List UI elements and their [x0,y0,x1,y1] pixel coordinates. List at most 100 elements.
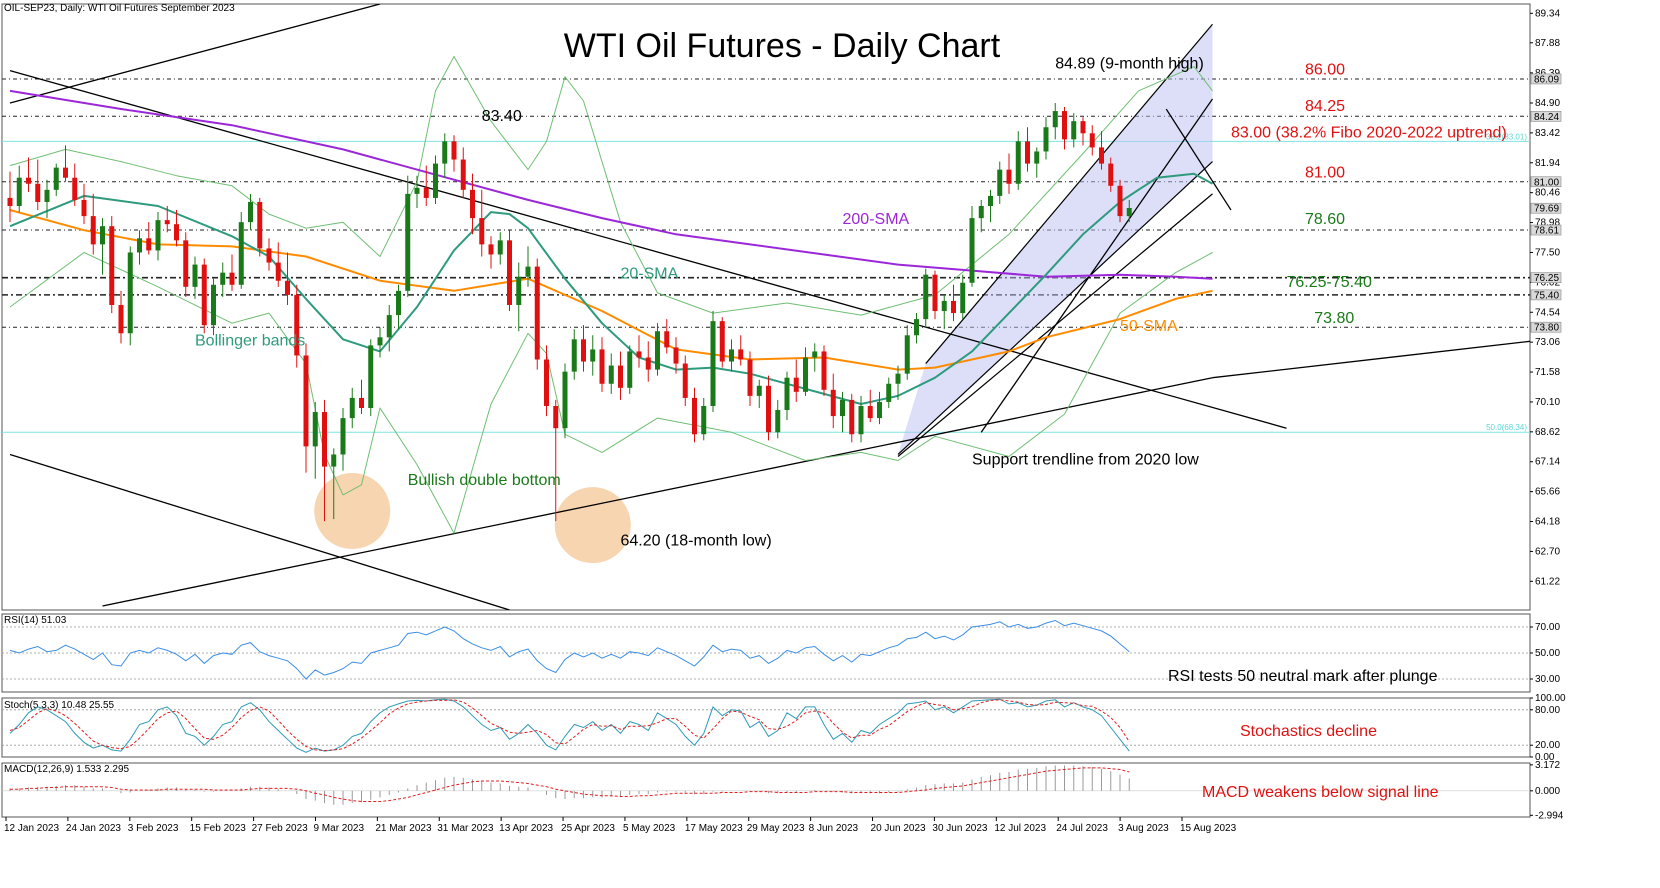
stoch-info: Stoch(5,3,3) 10.48 25.55 [4,700,115,711]
candle-body-41 [386,315,392,338]
candle-body-76 [710,321,716,406]
channel-lower-line [897,161,1213,455]
stoch-tick-label-0: 100.00 [1535,693,1566,704]
fibo-label-0: 38.2(83.01) [1486,132,1527,141]
candle-body-10 [100,226,105,245]
candle-body-109 [1015,141,1021,184]
candle-body-48 [451,141,457,160]
trendline-descending-upper [9,70,1287,429]
candle-body-15 [146,238,152,251]
candle-body-67 [627,351,633,388]
price-tag-box-7 [1530,321,1562,333]
price-tick-label-11: 73.06 [1535,337,1560,348]
channel-upper-line [925,23,1213,364]
candle-body-36 [340,418,346,455]
candle-body-89 [830,389,836,417]
fibo-label-1: 50.0(68.34) [1486,423,1527,432]
candle-body-31 [294,294,300,356]
candle-body-11 [109,226,115,305]
rsi-line [9,619,1130,680]
candle-body-40 [377,337,383,346]
price-tick-label-3: 84.90 [1535,98,1560,109]
rsi-info: RSI(14) 51.03 [4,615,67,626]
trendline-down-mid [980,98,1214,433]
price-tick-label-7: 78.98 [1535,218,1560,229]
price-panel-frame [1,3,1531,611]
price-tick-label-5: 81.94 [1535,158,1560,169]
x-label-10: 5 May 2023 [623,823,676,834]
macd-panel-frame [1,762,1531,818]
x-label-14: 20 Jun 2023 [871,823,926,834]
candle-body-14 [137,238,142,253]
candle-body-4 [44,189,50,202]
candle-body-66 [618,365,623,388]
candle-body-7 [72,177,78,200]
annotation-9: 76.25-75.40 [1287,274,1373,291]
stoch-panel-frame [1,697,1531,758]
x-label-4: 27 Feb 2023 [252,823,309,834]
candle-body-1 [16,177,22,206]
candle-body-26 [248,201,253,223]
price-tag-label-6: 75.40 [1534,290,1559,301]
x-label-18: 3 Aug 2023 [1118,823,1169,834]
candle-body-56 [525,266,531,277]
candle-body-98 [914,319,919,336]
candle-body-52 [488,244,494,255]
price-tick-label-6: 80.46 [1535,188,1560,199]
candle-body-100 [932,274,938,312]
candle-body-61 [571,339,577,372]
candle-body-120 [1117,185,1123,217]
candle-body-80 [747,359,753,396]
candle-body-57 [534,266,540,360]
stoch-main-line [9,698,1130,753]
macd-annotation: MACD weakens below signal line [1202,784,1439,801]
candle-body-99 [923,274,929,320]
x-label-8: 13 Apr 2023 [499,823,553,834]
price-tick-label-15: 67.14 [1535,457,1560,468]
price-tag-label-7: 73.80 [1534,323,1559,334]
stoch-tick-label-3: 0.00 [1535,752,1555,763]
candle-body-16 [155,220,161,251]
candle-body-35 [331,454,337,467]
annotation-4: 83.00 (38.2% Fibo 2020-2022 uptrend) [1231,124,1507,141]
macd-tick-label-2: -2.994 [1535,810,1564,821]
candle-body-47 [442,141,448,164]
candle-body-22 [211,284,216,326]
candle-body-68 [636,351,642,358]
stoch-signal-line [9,699,1130,752]
candle-body-34 [322,412,327,467]
annotation-10: 73.80 [1314,310,1354,327]
candle-body-51 [479,218,485,245]
x-label-19: 15 Aug 2023 [1180,823,1237,834]
trendline-ascending-old [9,4,381,104]
price-tag-box-6 [1530,289,1562,301]
candle-body-19 [183,240,189,287]
price-tick-label-2: 86.39 [1535,68,1560,79]
annotation-7: 78.60 [1305,211,1345,228]
candle-body-117 [1089,133,1095,148]
x-label-9: 25 Apr 2023 [561,823,615,834]
price-tag-label-2: 81.00 [1534,177,1559,188]
candle-body-6 [63,167,68,178]
candle-body-64 [599,349,605,384]
candle-body-87 [812,351,818,358]
candle-body-102 [951,300,956,314]
x-label-5: 9 Mar 2023 [313,823,364,834]
price-tag-box-5 [1530,272,1562,284]
candle-body-50 [470,189,475,219]
price-tag-label-1: 84.24 [1534,112,1559,123]
candle-body-113 [1052,111,1058,128]
x-label-3: 15 Feb 2023 [190,823,247,834]
candle-body-58 [544,359,549,406]
candle-body-91 [849,399,855,435]
candle-body-45 [423,187,429,198]
rsi-annotation: RSI tests 50 neutral mark after plunge [1168,668,1438,685]
price-tag-label-0: 86.09 [1534,74,1559,85]
price-tag-label-3: 79.69 [1534,204,1559,215]
candle-body-110 [1025,141,1030,164]
candle-body-28 [266,248,272,263]
candle-body-83 [775,410,781,433]
candle-body-94 [877,401,882,419]
price-tick-label-1: 87.88 [1535,38,1560,49]
